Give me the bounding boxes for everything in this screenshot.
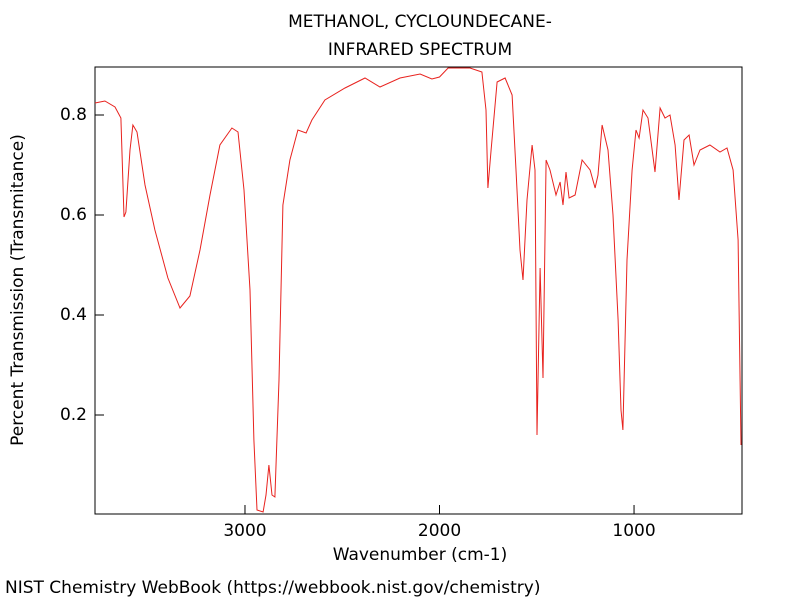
y-tick-label: 0.6	[60, 205, 87, 225]
chart-subtitle: INFRARED SPECTRUM	[328, 40, 512, 60]
x-tick-label: 3000	[223, 521, 266, 541]
y-tick-label: 0.8	[60, 105, 87, 125]
plot-frame	[94, 66, 743, 515]
x-axis-label: Wavenumber (cm-1)	[333, 545, 508, 565]
footer: NIST Chemistry WebBook (https://webbook.…	[5, 578, 540, 598]
x-tick-label: 1000	[612, 521, 655, 541]
chart-title: METHANOL, CYCLOUNDECANE-	[288, 12, 552, 32]
spectrum-line	[94, 67, 742, 513]
y-tick-label: 0.4	[60, 305, 87, 325]
y-axis-label: Percent Transmission (Transmitance)	[8, 134, 28, 446]
x-tick-label: 2000	[418, 521, 461, 541]
y-tick-label: 0.2	[60, 405, 87, 425]
